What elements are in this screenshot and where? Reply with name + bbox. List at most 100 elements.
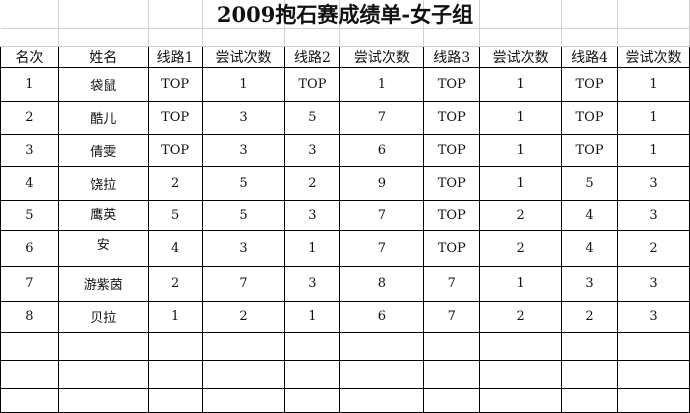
table-cell[interactable]: 3: [284, 265, 341, 302]
table-cell[interactable]: 2: [479, 300, 563, 333]
table-cell[interactable]: 3: [0, 133, 59, 167]
table-cell[interactable]: [423, 331, 481, 361]
cell[interactable]: [148, 28, 203, 47]
table-cell[interactable]: 2: [147, 265, 203, 302]
table-cell[interactable]: 3: [201, 229, 286, 267]
table-cell[interactable]: 倩雯: [57, 133, 149, 167]
header-cell[interactable]: 线路3: [423, 45, 481, 68]
table-cell[interactable]: [339, 331, 425, 361]
cell[interactable]: [561, 28, 618, 47]
table-cell[interactable]: TOP: [284, 66, 341, 102]
table-cell[interactable]: TOP: [423, 229, 481, 267]
table-cell[interactable]: [0, 387, 59, 413]
table-cell[interactable]: 1: [617, 133, 690, 167]
table-cell[interactable]: 3: [617, 300, 690, 333]
header-cell[interactable]: 尝试次数: [617, 45, 690, 68]
cell[interactable]: [617, 28, 690, 47]
header-cell[interactable]: 线路2: [284, 45, 341, 68]
table-cell[interactable]: 5: [0, 199, 59, 231]
table-cell[interactable]: 安: [57, 229, 149, 267]
table-cell[interactable]: [479, 387, 563, 413]
table-cell[interactable]: 4: [147, 229, 203, 267]
cell[interactable]: [58, 0, 149, 29]
cell[interactable]: [58, 28, 149, 47]
table-cell[interactable]: [284, 331, 341, 361]
table-cell[interactable]: 7: [423, 300, 481, 333]
table-cell[interactable]: 贝拉: [57, 300, 149, 333]
cell[interactable]: [479, 28, 563, 47]
table-cell[interactable]: 3: [201, 133, 286, 167]
table-cell[interactable]: 1: [339, 66, 425, 102]
table-cell[interactable]: [57, 359, 149, 389]
table-cell[interactable]: 3: [284, 133, 341, 167]
table-cell[interactable]: 6: [339, 300, 425, 333]
table-cell[interactable]: 7: [201, 265, 286, 302]
table-cell[interactable]: 3: [617, 165, 690, 201]
table-cell[interactable]: 游紫茵: [57, 265, 149, 302]
table-cell[interactable]: 1: [284, 300, 341, 333]
table-cell[interactable]: 1: [479, 100, 563, 135]
table-cell[interactable]: 3: [617, 199, 690, 231]
table-cell[interactable]: [339, 387, 425, 413]
header-cell[interactable]: 尝试次数: [339, 45, 425, 68]
cell[interactable]: [561, 0, 618, 29]
table-cell[interactable]: 5: [147, 199, 203, 231]
table-cell[interactable]: 1: [284, 229, 341, 267]
table-cell[interactable]: 2: [0, 100, 59, 135]
table-cell[interactable]: 7: [0, 265, 59, 302]
table-cell[interactable]: 7: [339, 100, 425, 135]
table-cell[interactable]: TOP: [423, 199, 481, 231]
table-cell[interactable]: 5: [201, 199, 286, 231]
table-cell[interactable]: 3: [284, 199, 341, 231]
header-cell[interactable]: 线路4: [561, 45, 618, 68]
table-cell[interactable]: [423, 387, 481, 413]
table-cell[interactable]: 1: [147, 300, 203, 333]
table-cell[interactable]: 7: [339, 229, 425, 267]
table-cell[interactable]: [479, 331, 563, 361]
table-cell[interactable]: 5: [561, 165, 618, 201]
table-cell[interactable]: [284, 359, 341, 389]
table-cell[interactable]: 4: [0, 165, 59, 201]
cell[interactable]: [284, 0, 341, 29]
table-cell[interactable]: 6: [339, 133, 425, 167]
table-cell[interactable]: [561, 387, 618, 413]
header-cell[interactable]: 姓名: [57, 45, 149, 68]
table-cell[interactable]: 4: [561, 229, 618, 267]
table-cell[interactable]: [57, 331, 149, 361]
table-cell[interactable]: 1: [479, 133, 563, 167]
table-cell[interactable]: 袋鼠: [57, 66, 149, 102]
cell[interactable]: [423, 0, 481, 29]
table-cell[interactable]: 1: [479, 165, 563, 201]
table-cell[interactable]: TOP: [561, 100, 618, 135]
table-cell[interactable]: 4: [561, 199, 618, 231]
table-cell[interactable]: [617, 331, 690, 361]
table-cell[interactable]: TOP: [147, 100, 203, 135]
table-cell[interactable]: 酷儿: [57, 100, 149, 135]
table-cell[interactable]: TOP: [423, 66, 481, 102]
cell[interactable]: [339, 0, 425, 29]
table-cell[interactable]: 8: [0, 300, 59, 333]
table-cell[interactable]: 6: [0, 229, 59, 267]
table-cell[interactable]: [284, 387, 341, 413]
cell[interactable]: [423, 28, 481, 47]
cell[interactable]: [0, 0, 59, 29]
table-cell[interactable]: [479, 359, 563, 389]
table-cell[interactable]: 7: [339, 199, 425, 231]
table-cell[interactable]: TOP: [423, 165, 481, 201]
header-cell[interactable]: 尝试次数: [479, 45, 563, 68]
table-cell[interactable]: 2: [561, 300, 618, 333]
table-cell[interactable]: 3: [561, 265, 618, 302]
table-cell[interactable]: 5: [284, 100, 341, 135]
header-cell[interactable]: 线路1: [147, 45, 203, 68]
table-cell[interactable]: 5: [201, 165, 286, 201]
table-cell[interactable]: 1: [617, 66, 690, 102]
table-cell[interactable]: [201, 359, 286, 389]
table-cell[interactable]: 1: [617, 100, 690, 135]
table-cell[interactable]: [339, 359, 425, 389]
table-cell[interactable]: 2: [284, 165, 341, 201]
table-cell[interactable]: [0, 331, 59, 361]
header-cell[interactable]: 名次: [0, 45, 59, 68]
table-cell[interactable]: [57, 387, 149, 413]
cell[interactable]: [284, 28, 341, 47]
table-cell[interactable]: TOP: [561, 133, 618, 167]
